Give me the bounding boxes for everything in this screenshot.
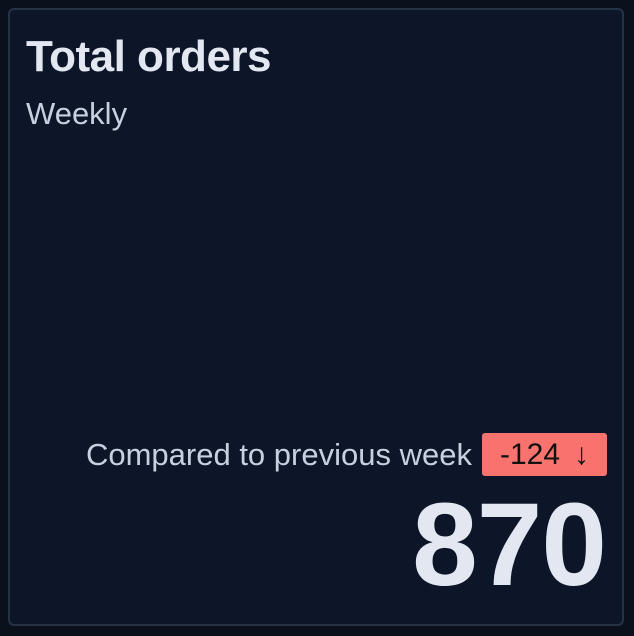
arrow-down-icon: ↓ — [574, 438, 589, 471]
metric-value: 870 — [412, 479, 607, 611]
card-title: Total orders — [26, 32, 272, 81]
comparison-label: Compared to previous week — [85, 436, 472, 472]
total-orders-card: Total orders Weekly Compared to previous… — [8, 8, 624, 626]
card-subtitle: Weekly — [26, 96, 128, 131]
delta-badge: -124 ↓ — [481, 433, 607, 476]
delta-value: -124 — [499, 438, 560, 471]
comparison-row: Compared to previous week -124 ↓ — [86, 433, 607, 476]
